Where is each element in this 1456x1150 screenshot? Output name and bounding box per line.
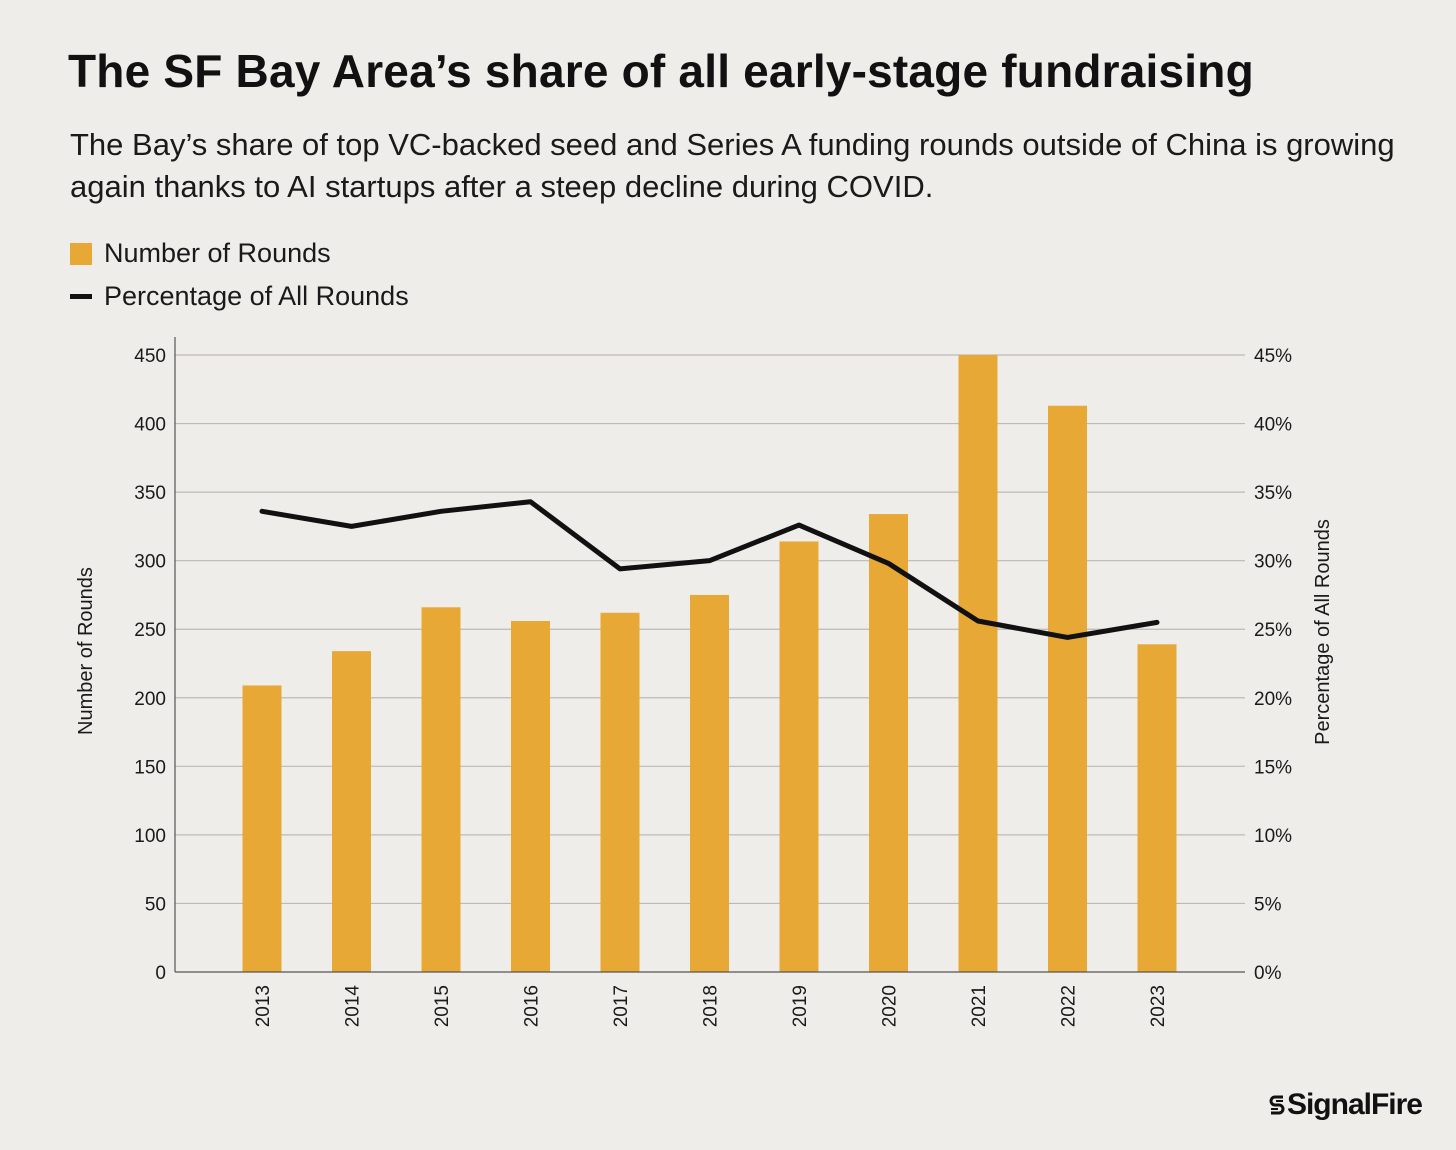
y-left-tick-label: 300 xyxy=(134,552,166,573)
legend-line-swatch xyxy=(70,294,92,299)
bar xyxy=(1137,644,1177,972)
bar xyxy=(332,651,371,972)
tick-labels: 0 0% 50 5% 100 10% 150 15% 200 20% 250 25% 300 30% 350… xyxy=(134,346,1292,1027)
legend: Number of Rounds Percentage of All Round… xyxy=(70,232,409,318)
y-right-tick-label: 35% xyxy=(1254,483,1292,504)
y-left-tick-label: 0 xyxy=(155,963,166,984)
line-series xyxy=(259,499,1160,640)
legend-item-line: Percentage of All Rounds xyxy=(70,275,409,318)
y-left-tick-label: 250 xyxy=(134,620,166,641)
x-tick-label: 2017 xyxy=(611,985,632,1027)
x-tick-label: 2023 xyxy=(1148,985,1169,1027)
legend-bar-swatch xyxy=(70,242,92,265)
bar xyxy=(421,607,461,972)
y-right-tick-label: 5% xyxy=(1254,894,1282,915)
y-left-tick-label: 450 xyxy=(134,346,166,367)
x-tick-label: 2021 xyxy=(969,985,990,1027)
bar xyxy=(869,514,908,972)
bar xyxy=(958,355,998,972)
y-axis-left-title: Number of Rounds xyxy=(75,567,97,735)
bar xyxy=(690,594,729,972)
y-right-tick-label: 15% xyxy=(1254,757,1292,778)
bar xyxy=(511,620,550,972)
y-left-tick-label: 100 xyxy=(134,826,166,847)
y-right-tick-label: 30% xyxy=(1254,552,1292,573)
chart-title: The SF Bay Area’s share of all early-sta… xyxy=(68,45,1254,97)
y-right-tick-label: 45% xyxy=(1254,346,1292,367)
y-left-tick-label: 50 xyxy=(145,894,166,915)
bar xyxy=(242,685,282,972)
y-right-tick-label: 40% xyxy=(1254,415,1292,436)
y-left-tick-label: 150 xyxy=(134,757,166,778)
legend-bars-label: Number of Rounds xyxy=(104,238,331,268)
bar xyxy=(779,541,819,972)
y-left-tick-label: 200 xyxy=(134,689,166,710)
y-right-tick-label: 25% xyxy=(1254,620,1292,641)
signalfire-logo: SignalFire xyxy=(1269,1088,1423,1122)
x-tick-label: 2020 xyxy=(880,985,901,1027)
legend-item-bars: Number of Rounds xyxy=(70,232,409,275)
legend-line-label: Percentage of All Rounds xyxy=(104,281,409,311)
x-tick-label: 2022 xyxy=(1059,985,1080,1027)
y-right-tick-label: 10% xyxy=(1254,826,1292,847)
x-tick-label: 2013 xyxy=(253,985,274,1027)
percentage-line xyxy=(259,499,1160,640)
bar xyxy=(1048,405,1087,973)
signalfire-mark-icon xyxy=(1269,1095,1285,1115)
y-left-tick-label: 350 xyxy=(134,483,166,504)
x-tick-label: 2014 xyxy=(343,985,364,1028)
y-right-tick-label: 0% xyxy=(1254,963,1282,984)
y-axis-right-title: Percentage of All Rounds xyxy=(1312,519,1334,745)
chart-subtitle: The Bay’s share of top VC-backed seed an… xyxy=(70,127,1395,204)
axes xyxy=(174,337,1245,973)
bar-series xyxy=(242,355,1177,973)
y-right-tick-label: 20% xyxy=(1254,689,1292,710)
x-tick-label: 2016 xyxy=(522,985,543,1027)
brand-name: SignalFire xyxy=(1286,1088,1423,1121)
bar xyxy=(600,612,640,972)
x-tick-label: 2019 xyxy=(790,985,811,1027)
x-tick-label: 2015 xyxy=(432,985,453,1027)
y-left-tick-label: 400 xyxy=(134,415,166,436)
x-tick-label: 2018 xyxy=(701,985,722,1027)
